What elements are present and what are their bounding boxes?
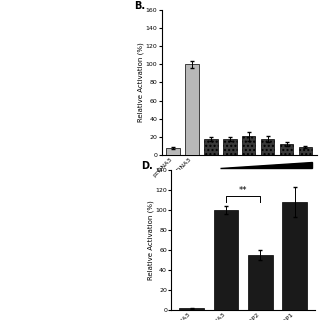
Bar — [223, 139, 236, 155]
Bar — [282, 202, 307, 310]
Bar — [166, 148, 180, 155]
Bar — [299, 147, 312, 155]
Polygon shape — [220, 162, 312, 168]
Bar — [204, 139, 218, 155]
Text: + POP2: + POP2 — [246, 183, 270, 188]
Bar — [261, 139, 275, 155]
Bar — [180, 308, 204, 310]
Bar — [280, 144, 293, 155]
Y-axis label: Relative Activation (%): Relative Activation (%) — [138, 43, 144, 122]
Bar — [185, 64, 199, 155]
Y-axis label: Relative Activation (%): Relative Activation (%) — [148, 200, 154, 280]
Bar — [248, 255, 273, 310]
Text: D.: D. — [141, 161, 153, 171]
Bar — [214, 210, 238, 310]
Text: B.: B. — [134, 1, 145, 11]
Text: **: ** — [239, 186, 247, 195]
Bar — [242, 136, 255, 155]
Text: + ASC: + ASC — [258, 175, 277, 180]
Text: NF-κB p65: NF-κB p65 — [242, 191, 274, 196]
